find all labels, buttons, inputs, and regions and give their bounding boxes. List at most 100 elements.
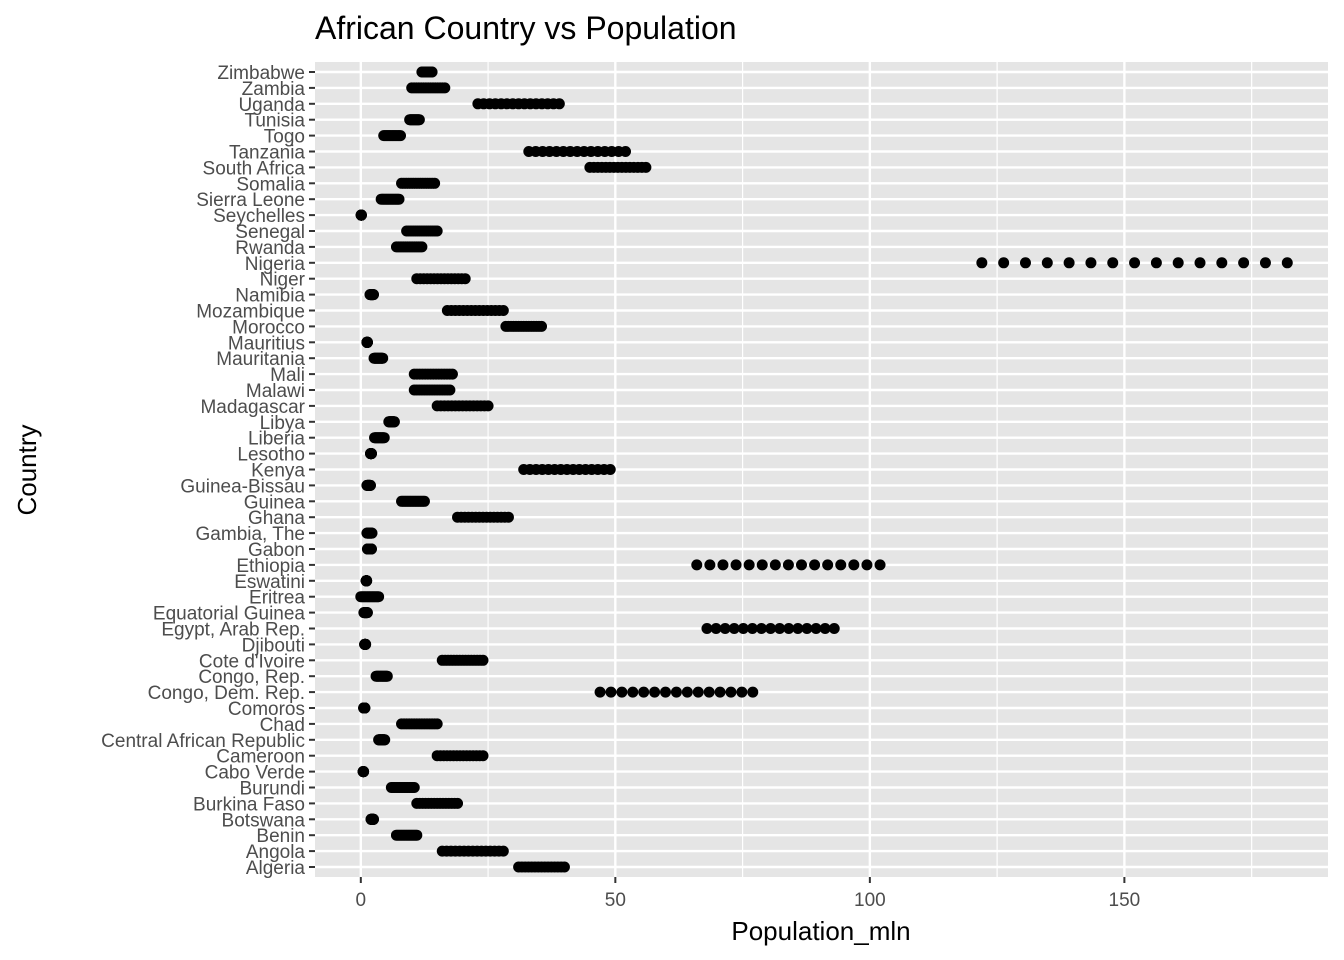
y-tick-label: Nigeria [245,254,306,275]
data-point [482,400,494,412]
y-tick-label: Namibia [235,286,305,307]
y-tick-label: Cameroon [216,747,305,768]
y-tick-label: Kenya [251,461,305,482]
data-point [660,686,672,698]
y-tick-label: Cote d'Ivoire [199,651,305,672]
y-tick-label: Gambia, The [196,524,305,545]
data-point [819,623,831,634]
y-tick-label: Lesotho [237,445,305,466]
data-point [1216,257,1228,269]
data-point [452,797,464,809]
data-point [379,734,391,746]
data-point [728,623,740,634]
y-tick-label: Seychelles [213,206,305,227]
y-tick-label: Tanzania [229,143,305,164]
x-tick-label: 100 [854,890,886,911]
data-point [848,559,860,571]
data-point [874,559,886,571]
data-point [377,352,389,364]
data-point [719,623,731,634]
data-point [801,623,813,634]
y-tick-label: Malawi [246,381,305,402]
data-point [638,686,650,698]
data-point [640,161,652,173]
data-point [756,559,768,571]
y-tick-label: Mauritania [216,349,305,370]
x-tick-label: 150 [1109,890,1141,911]
y-tick-label: Central African Republic [101,731,305,752]
data-point [439,82,451,94]
y-tick-label: Eritrea [249,588,305,609]
y-tick-label: Uganda [238,95,305,116]
y-tick-label: Somalia [236,174,305,195]
grid-major [315,62,1328,877]
data-point [746,623,758,634]
x-axis-title: Population_mln [731,916,910,946]
y-tick-label: Algeria [246,858,306,879]
y-tick-label: Madagascar [200,397,305,418]
data-point [1150,257,1162,269]
data-point [361,336,373,348]
y-tick-label: Ghana [248,508,305,529]
data-point [536,320,548,332]
y-tick-label: Comoros [228,699,305,720]
data-point [355,209,367,221]
data-point [408,782,420,793]
data-point [701,623,713,634]
data-point [692,686,704,698]
y-tick-label: Libya [260,413,306,434]
chart-title: African Country vs Population [315,10,737,46]
y-tick-label: Congo, Rep. [198,667,305,688]
data-point [378,432,390,444]
data-point [998,257,1010,269]
data-point [649,686,661,698]
data-point [360,638,372,650]
y-tick-label: South Africa [203,158,306,179]
data-point [373,591,385,603]
data-point [416,241,428,253]
data-point [444,384,456,396]
data-point [828,623,840,634]
y-tick-label: Benin [256,826,305,847]
data-point [747,686,759,698]
y-tick-label: Tunisia [244,111,305,132]
data-point [366,543,378,555]
data-point [418,495,430,507]
data-point [809,559,821,571]
y-tick-label: Ethiopia [236,556,305,577]
data-point [364,479,376,491]
data-point [359,702,371,714]
y-tick-label: Gabon [248,540,305,561]
data-point [429,177,441,189]
data-point [810,623,822,634]
y-tick-label: Angola [246,842,306,863]
y-tick-label: Burundi [240,779,306,800]
data-point [714,686,726,698]
data-point [769,559,781,571]
data-point [765,623,777,634]
y-tick-label: Egypt, Arab Rep. [161,620,305,641]
data-point [1238,257,1250,269]
data-point [822,559,834,571]
data-point [395,130,407,142]
data-point [861,559,873,571]
data-point [358,766,370,778]
data-point [737,623,749,634]
data-point [1129,257,1141,269]
data-point [426,66,438,78]
data-point [1085,257,1097,269]
data-point [774,623,786,634]
data-point [1019,257,1031,269]
data-point [502,511,514,523]
data-point [558,861,570,873]
data-point [459,273,471,285]
data-point [413,114,425,126]
y-tick-label: Guinea [244,492,306,513]
data-point [431,225,443,237]
data-point [620,146,632,157]
data-point [704,559,716,571]
data-point [782,559,794,571]
data-point [477,654,489,666]
